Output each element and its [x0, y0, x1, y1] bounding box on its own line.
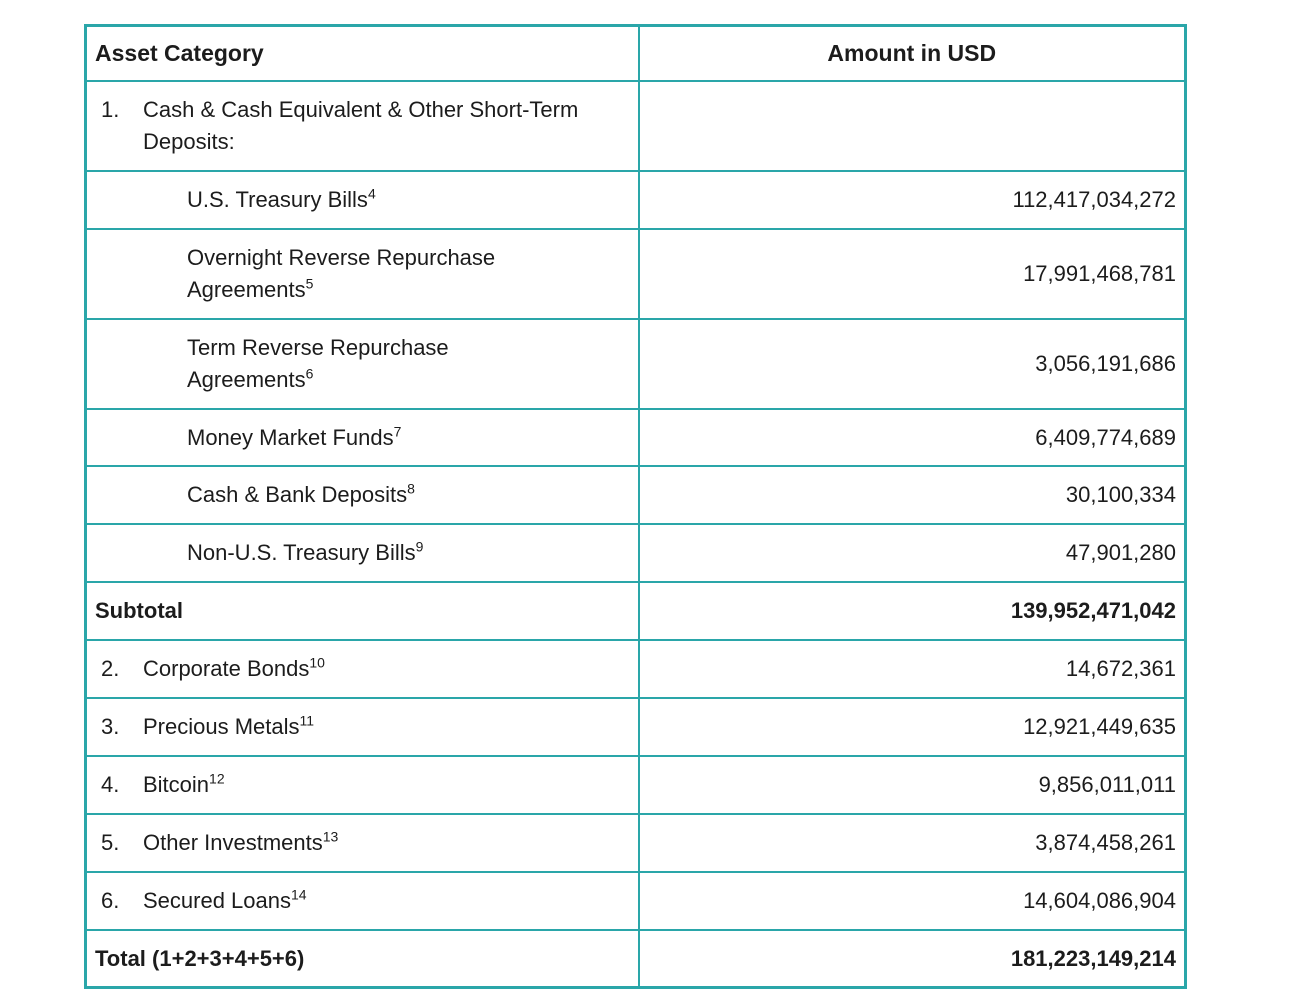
row-label: Term Reverse Repurchase Agreements — [187, 334, 449, 392]
category-cell: Total (1+2+3+4+5+6) — [84, 928, 640, 989]
category-cell: Cash & Bank Deposits8 — [84, 465, 640, 526]
category-cell: 6. Secured Loans14 — [84, 870, 640, 931]
row-label-wrap: Money Market Funds7 — [187, 422, 401, 454]
amount-cell: 3,874,458,261 — [637, 812, 1187, 873]
amount-cell: 30,100,334 — [637, 465, 1187, 526]
row-label: Total (1+2+3+4+5+6) — [95, 945, 305, 971]
table-row: 6. Secured Loans14 14,604,086,904 — [84, 870, 1187, 931]
amount-cell: 181,223,149,214 — [637, 928, 1187, 989]
row-label-wrap: Subtotal — [95, 595, 183, 627]
row-footnote-sup: 7 — [393, 423, 402, 440]
amount-cell: 47,901,280 — [637, 523, 1187, 584]
amount-cell: 139,952,471,042 — [637, 581, 1187, 642]
row-footnote-sup: 11 — [299, 712, 315, 729]
category-cell: 4. Bitcoin12 — [84, 754, 640, 815]
amount-cell: 3,056,191,686 — [637, 317, 1187, 410]
row-label: Bitcoin — [143, 771, 210, 797]
category-cell: 1. Cash & Cash Equivalent & Other Short-T… — [84, 80, 640, 173]
amount-cell — [637, 80, 1187, 173]
table-row: Non-U.S. Treasury Bills9 47,901,280 — [84, 523, 1187, 584]
row-footnote-sup: 13 — [322, 828, 339, 845]
row-number: 6. — [101, 887, 120, 913]
column-header-asset-category: Asset Category — [84, 24, 640, 83]
category-cell: 2. Corporate Bonds10 — [84, 639, 640, 700]
amount-cell: 12,921,449,635 — [637, 697, 1187, 757]
header-row: Asset Category Amount in USD — [84, 24, 1187, 83]
table-row: 3. Precious Metals11 12,921,449,635 — [84, 697, 1187, 757]
row-footnote-sup: 9 — [415, 539, 424, 556]
table-body: 1. Cash & Cash Equivalent & Other Short-T… — [84, 80, 1187, 989]
amount-cell: 14,672,361 — [637, 639, 1187, 700]
row-label: Subtotal — [95, 598, 183, 624]
amount-cell: 6,409,774,689 — [637, 407, 1187, 468]
table-row: Term Reverse Repurchase Agreements6 3,05… — [84, 317, 1187, 410]
row-footnote-sup: 4 — [367, 185, 376, 202]
row-label-wrap: Secured Loans14 — [143, 885, 307, 917]
table-header: Asset Category Amount in USD — [84, 24, 1187, 83]
row-label-wrap: Cash & Cash Equivalent & Other Short-Ter… — [143, 94, 583, 158]
table-row: Overnight Reverse Repurchase Agreements5… — [84, 228, 1187, 320]
row-label-wrap: Bitcoin12 — [143, 769, 225, 801]
row-label: Cash & Cash Equivalent & Other Short-Ter… — [143, 97, 579, 155]
amount-cell: 9,856,011,011 — [637, 754, 1187, 815]
row-number: 3. — [101, 714, 120, 740]
row-label: Overnight Reverse Repurchase Agreements — [187, 245, 496, 302]
row-number: 2. — [101, 656, 120, 682]
row-label-wrap: Cash & Bank Deposits8 — [187, 479, 415, 511]
row-label-wrap: Term Reverse Repurchase Agreements6 — [187, 332, 555, 396]
row-number: 4. — [101, 771, 120, 797]
amount-cell: 14,604,086,904 — [637, 870, 1187, 931]
row-label: Corporate Bonds — [143, 656, 310, 682]
category-cell: U.S. Treasury Bills4 — [84, 170, 640, 231]
table-row: 2. Corporate Bonds10 14,672,361 — [84, 639, 1187, 700]
row-label: Cash & Bank Deposits — [187, 482, 408, 508]
row-label-wrap: Non-U.S. Treasury Bills9 — [187, 537, 423, 569]
row-footnote-sup: 10 — [309, 654, 325, 671]
amount-cell: 17,991,468,781 — [637, 228, 1187, 320]
asset-table: Asset Category Amount in USD 1. Cash & Ca… — [84, 24, 1187, 990]
table-row: Money Market Funds7 6,409,774,689 — [84, 407, 1187, 468]
row-footnote-sup: 5 — [305, 275, 314, 292]
row-footnote-sup: 12 — [209, 770, 225, 787]
row-label-wrap: Precious Metals11 — [143, 711, 314, 743]
row-label: Secured Loans — [143, 887, 291, 913]
row-footnote-sup: 14 — [291, 886, 307, 903]
table-row: Subtotal 139,952,471,042 — [84, 581, 1187, 642]
table-row: Cash & Bank Deposits8 30,100,334 — [84, 465, 1187, 526]
table-row: U.S. Treasury Bills4 112,417,034,272 — [84, 170, 1187, 231]
category-cell: Overnight Reverse Repurchase Agreements5 — [84, 228, 640, 320]
table-row: 4. Bitcoin12 9,856,011,011 — [84, 754, 1187, 815]
category-cell: Subtotal — [84, 581, 640, 642]
row-label: Other Investments — [143, 829, 323, 855]
category-cell: Term Reverse Repurchase Agreements6 — [84, 317, 640, 410]
row-label-wrap: Overnight Reverse Repurchase Agreements5 — [187, 242, 555, 306]
category-cell: 5. Other Investments13 — [84, 812, 640, 873]
row-label: Money Market Funds — [187, 424, 394, 450]
table-row: 1. Cash & Cash Equivalent & Other Short-T… — [84, 80, 1187, 173]
row-label-wrap: Corporate Bonds10 — [143, 653, 325, 685]
row-label-wrap: Other Investments13 — [143, 827, 338, 859]
row-footnote-sup: 8 — [407, 481, 415, 498]
category-cell: Non-U.S. Treasury Bills9 — [84, 523, 640, 584]
table-row: Total (1+2+3+4+5+6) 181,223,149,214 — [84, 928, 1187, 989]
row-label: Precious Metals — [143, 714, 300, 740]
category-cell: 3. Precious Metals11 — [84, 697, 640, 757]
row-label-wrap: U.S. Treasury Bills4 — [187, 184, 376, 216]
row-number: 1. — [101, 97, 120, 123]
category-cell: Money Market Funds7 — [84, 407, 640, 468]
row-number: 5. — [101, 829, 120, 855]
row-label: Non-U.S. Treasury Bills — [187, 540, 416, 566]
amount-cell: 112,417,034,272 — [637, 170, 1187, 231]
row-footnote-sup: 6 — [305, 365, 314, 382]
column-header-amount-usd: Amount in USD — [637, 24, 1187, 83]
row-label: U.S. Treasury Bills — [187, 187, 368, 213]
table-row: 5. Other Investments13 3,874,458,261 — [84, 812, 1187, 873]
row-label-wrap: Total (1+2+3+4+5+6) — [95, 943, 304, 975]
